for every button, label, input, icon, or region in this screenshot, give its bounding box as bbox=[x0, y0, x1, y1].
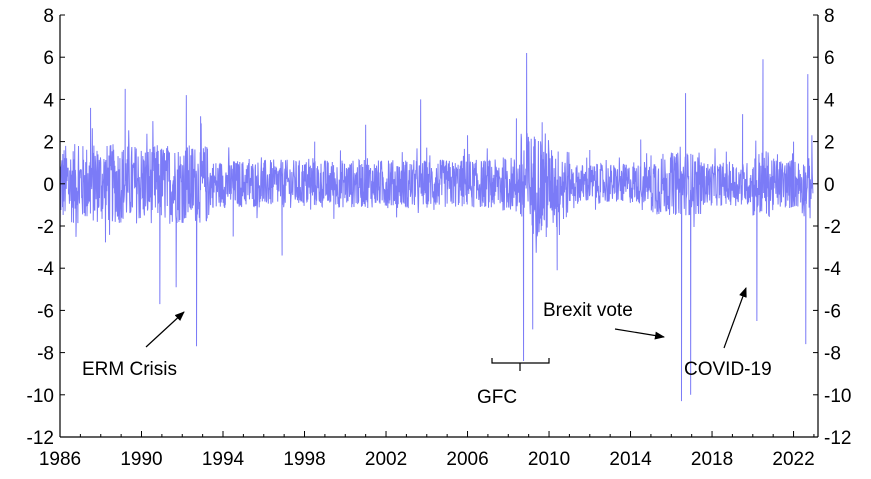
annotations-layer: ERM Crisis GFC Brexit vote COVID-19 bbox=[82, 287, 772, 408]
annotation-covid-19: COVID-19 bbox=[684, 359, 772, 380]
arrow-erm-crisis bbox=[145, 311, 185, 348]
x-tick-label: 2006 bbox=[446, 449, 488, 470]
y-tick-label-left: -10 bbox=[27, 386, 54, 407]
y-tick-label-right: 4 bbox=[824, 90, 835, 111]
y-tick-label-left: 8 bbox=[43, 6, 54, 27]
x-tick-label: 1990 bbox=[120, 449, 162, 470]
y-tick-label-right: -12 bbox=[824, 428, 851, 449]
arrow-covid-19 bbox=[723, 287, 747, 349]
y-tick-label-right: -2 bbox=[824, 217, 841, 238]
annotation-brexit-vote: Brexit vote bbox=[543, 300, 633, 321]
y-tick-label-right: 0 bbox=[824, 175, 835, 196]
x-tick-label: 2014 bbox=[609, 449, 652, 470]
annotation-gfc: GFC bbox=[477, 387, 517, 408]
y-tick-label-right: -6 bbox=[824, 301, 841, 322]
x-tick-label: 1994 bbox=[202, 449, 245, 470]
y-tick-label-left: 4 bbox=[43, 90, 54, 111]
series-line bbox=[59, 52, 814, 402]
y-tick-label-right: -8 bbox=[824, 344, 841, 365]
y-tick-label-left: -2 bbox=[37, 217, 54, 238]
y-tick-label-left: -6 bbox=[37, 301, 54, 322]
y-tick-label-left: 6 bbox=[43, 48, 54, 69]
y-tick-label-left: 0 bbox=[43, 175, 54, 196]
y-tick-label-right: 6 bbox=[824, 48, 835, 69]
x-tick-label: 2022 bbox=[772, 449, 814, 470]
y-tick-label-right: -4 bbox=[824, 259, 841, 280]
ticks-layer: 8 86 64 42 20 0-2 -2-4 -4-6 -6-8 -8-10 -10-12 -1219… bbox=[27, 6, 852, 470]
x-tick-label: 1998 bbox=[283, 449, 325, 470]
arrow-brexit-vote bbox=[614, 328, 665, 340]
series-layer bbox=[59, 52, 814, 402]
x-tick-label: 2010 bbox=[528, 449, 570, 470]
y-tick-label-left: 2 bbox=[43, 133, 54, 154]
bracket-gfc bbox=[491, 358, 550, 371]
y-tick-label-left: -12 bbox=[27, 428, 54, 449]
x-tick-label: 1986 bbox=[39, 449, 81, 470]
y-tick-label-left: -8 bbox=[37, 344, 54, 365]
annotation-erm-crisis: ERM Crisis bbox=[82, 359, 177, 380]
y-tick-label-right: -10 bbox=[824, 386, 851, 407]
y-tick-label-left: -4 bbox=[37, 259, 54, 280]
x-tick-label: 2002 bbox=[365, 449, 407, 470]
y-tick-label-right: 8 bbox=[824, 6, 835, 27]
y-tick-label-right: 2 bbox=[824, 133, 835, 154]
x-tick-label: 2018 bbox=[691, 449, 733, 470]
